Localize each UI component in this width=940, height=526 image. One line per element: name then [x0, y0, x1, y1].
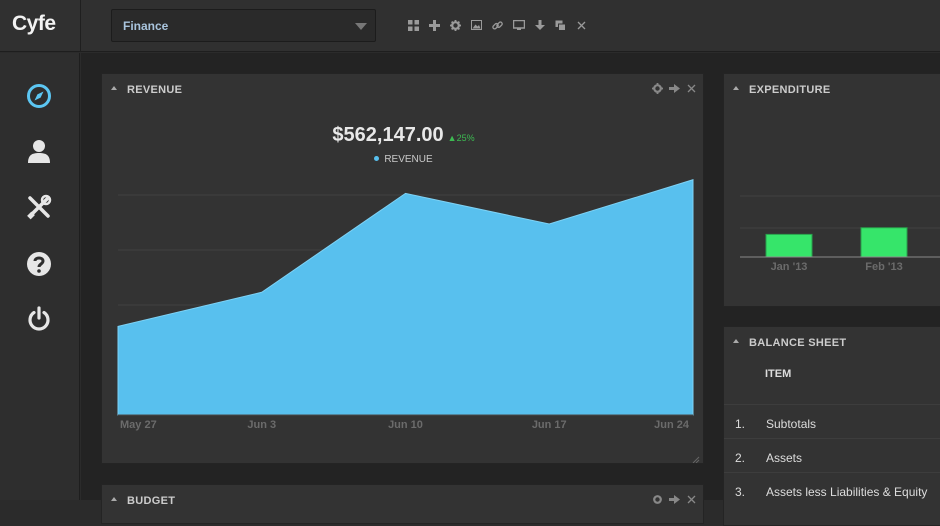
download-icon[interactable]: [531, 15, 548, 35]
dashboard-select[interactable]: Finance: [111, 9, 376, 42]
help-icon[interactable]: [22, 247, 56, 281]
balance-sheet-widget: BALANCE SHEET ITEM 1. Subtotals 2. Asset…: [723, 326, 940, 526]
chevron-down-icon: [355, 23, 367, 30]
resize-handle[interactable]: [691, 451, 700, 460]
divider: [80, 0, 81, 52]
row-label: Assets less Liabilities & Equity: [766, 485, 927, 499]
widget-header: BUDGET: [102, 485, 703, 515]
widget-actions: [651, 493, 697, 505]
top-bar: Cyfe Finance: [0, 0, 940, 52]
table-row[interactable]: 2. Assets: [724, 438, 940, 472]
revenue-area: [118, 180, 693, 415]
x-tick-label: Jun 17: [525, 419, 573, 431]
tools-icon[interactable]: [22, 190, 56, 224]
x-tick-label: Jun 3: [238, 419, 286, 431]
collapse-icon[interactable]: [733, 339, 739, 343]
row-number: 3.: [735, 485, 745, 499]
widget-title: BALANCE SHEET: [749, 337, 846, 349]
widget-title: BUDGET: [127, 495, 175, 507]
expenditure-bar: [766, 234, 812, 257]
table-row[interactable]: 3. Assets less Liabilities & Equity: [724, 472, 940, 506]
collapse-icon[interactable]: [111, 497, 117, 501]
column-header-item: ITEM: [765, 368, 791, 380]
row-number: 1.: [735, 417, 745, 431]
dashboard-select-value: Finance: [123, 19, 168, 33]
dashboard-tools: [405, 14, 590, 36]
link-icon[interactable]: [489, 15, 506, 35]
plus-icon[interactable]: [426, 15, 443, 35]
close-icon[interactable]: [685, 493, 697, 505]
x-tick-label: Jun 24: [654, 419, 689, 431]
table-row[interactable]: 1. Subtotals: [724, 404, 940, 438]
revenue-chart: [102, 74, 704, 464]
gear-icon[interactable]: [651, 493, 663, 505]
arrow-right-icon[interactable]: [668, 493, 680, 505]
row-label: Assets: [766, 451, 802, 465]
widget-header: BALANCE SHEET: [724, 327, 940, 357]
close-icon[interactable]: [573, 15, 590, 35]
expenditure-bar: [861, 228, 907, 257]
grid-icon[interactable]: [405, 15, 422, 35]
image-icon[interactable]: [468, 15, 485, 35]
gear-icon[interactable]: [447, 15, 464, 35]
sidebar: [0, 53, 80, 500]
compass-icon[interactable]: [22, 79, 56, 113]
row-number: 2.: [735, 451, 745, 465]
budget-widget: BUDGET: [101, 484, 704, 524]
x-tick-label: Jun 10: [382, 419, 430, 431]
row-label: Subtotals: [766, 417, 816, 431]
user-icon[interactable]: [22, 134, 56, 168]
power-icon[interactable]: [22, 302, 56, 336]
cyfe-logo[interactable]: Cyfe: [12, 12, 56, 36]
x-tick-label: May 27: [120, 419, 157, 431]
x-tick-label: Jan '13: [759, 261, 819, 273]
monitor-icon[interactable]: [510, 15, 527, 35]
x-tick-label: Feb '13: [854, 261, 914, 273]
copy-icon[interactable]: [552, 15, 569, 35]
